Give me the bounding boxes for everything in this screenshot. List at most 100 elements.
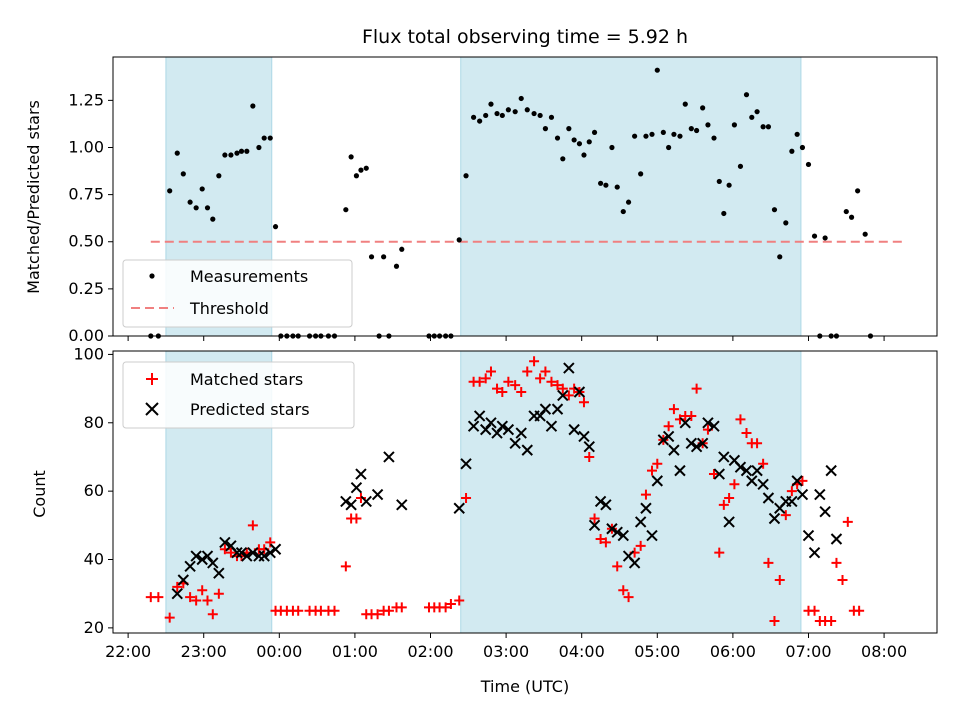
- matched-star-point: [600, 537, 611, 548]
- matched-star-point: [485, 366, 496, 377]
- measurement-point: [581, 152, 587, 158]
- predicted-star-point: [539, 403, 552, 415]
- measurement-point: [267, 135, 273, 141]
- predicted-star-point: [830, 533, 843, 545]
- measurement-point: [848, 214, 855, 220]
- predicted-star-point: [201, 550, 214, 562]
- predicted-star-point: [219, 536, 231, 549]
- y-tick-label: 0.75: [68, 185, 104, 204]
- measurement-point: [783, 220, 789, 226]
- predicted-star-point: [740, 464, 753, 477]
- matched-star-point: [708, 469, 719, 480]
- predicted-star-point: [485, 417, 497, 429]
- matched-star-point: [445, 598, 456, 609]
- x-tick-label: 03:00: [483, 642, 529, 661]
- predicted-star-point: [213, 567, 225, 579]
- y-tick-label: 60: [84, 481, 104, 500]
- matched-star-point: [535, 373, 546, 384]
- top-panel: 0.00 0.25 0.50 0.75 1.00 1.25 Matched/Predict…: [24, 56, 938, 345]
- measurement-point: [353, 173, 360, 179]
- measurement-point: [560, 156, 566, 162]
- matched-star-point: [831, 557, 842, 568]
- measurement-point: [363, 165, 369, 171]
- predicted-star-point: [264, 546, 276, 559]
- measurement-point: [216, 173, 222, 179]
- y-tick-label: 20: [84, 618, 104, 637]
- matched-star-point: [842, 516, 853, 527]
- predicted-star-point: [479, 423, 492, 436]
- matched-star-point: [529, 356, 540, 367]
- matched-star-point: [612, 561, 623, 572]
- legend-label-measurements: Measurements: [190, 267, 308, 286]
- matched-star-point: [480, 373, 491, 384]
- measurement-point: [789, 148, 795, 154]
- predicted-star-point: [171, 587, 183, 600]
- measurement-point: [368, 254, 375, 260]
- matched-star-point: [652, 458, 663, 469]
- matched-star-point: [510, 380, 521, 391]
- matched-star-point: [618, 585, 629, 596]
- matched-star-point: [265, 537, 276, 548]
- predicted-star-point: [196, 553, 208, 566]
- measurement-point: [649, 131, 655, 137]
- measurement-point: [660, 129, 666, 136]
- bottom-panel-shaded-intervals: [165, 350, 802, 634]
- matched-star-point: [837, 575, 848, 586]
- predicted-star-point: [819, 505, 831, 518]
- measurement-point: [488, 101, 494, 107]
- predicted-star-point: [184, 560, 196, 573]
- measurement-point: [244, 148, 250, 154]
- measurement-point: [256, 144, 262, 151]
- matched-star-point: [563, 390, 574, 401]
- top-panel-frame: [112, 56, 938, 337]
- measurement-point: [393, 263, 400, 269]
- predicted-star-point: [473, 410, 486, 422]
- legend-box: [122, 361, 355, 429]
- predicted-star-point: [617, 529, 629, 542]
- measurement-point: [654, 67, 660, 73]
- predicted-star-point: [757, 478, 769, 491]
- x-tick-label: 01:00: [332, 642, 378, 661]
- predicted-star-point: [640, 502, 652, 514]
- predicted-star-point: [491, 427, 503, 439]
- top-panel-ylabel: Matched/Predicted stars: [24, 100, 43, 294]
- predicted-star-point: [177, 574, 190, 586]
- measurement-point: [743, 92, 750, 98]
- matched-star-point: [589, 513, 600, 524]
- matched-star-point: [640, 489, 651, 500]
- matched-star-point: [540, 366, 551, 377]
- matched-star-point: [724, 492, 735, 503]
- predicted-star-point: [509, 437, 521, 449]
- x-tick-label: 23:00: [181, 642, 227, 661]
- matched-star-point: [741, 428, 752, 439]
- matched-star-point: [492, 383, 503, 394]
- legend-label-predicted: Predicted stars: [190, 400, 310, 419]
- matched-star-point: [191, 595, 202, 606]
- matched-star-point: [691, 383, 702, 394]
- predicted-star-point: [786, 495, 798, 508]
- x-tick-label: 04:00: [559, 642, 605, 661]
- measurement-point: [625, 199, 632, 205]
- predicted-star-point: [662, 430, 675, 443]
- legend-box: [122, 259, 353, 328]
- predicted-star-point: [241, 550, 253, 562]
- y-tick-label: 0.25: [68, 279, 104, 298]
- predicted-star-point: [340, 495, 352, 508]
- bottom-panel-frame: [112, 350, 938, 634]
- measurement-point: [542, 126, 549, 132]
- measurement-point: [737, 163, 744, 169]
- matched-star-point: [522, 366, 533, 377]
- measurement-point: [483, 112, 489, 119]
- measurement-point: [597, 180, 604, 186]
- y-tick-label: 100: [73, 344, 104, 363]
- matched-star-point: [729, 479, 740, 490]
- top-panel-shaded-intervals: [165, 56, 802, 337]
- shaded-interval-1: [460, 56, 802, 337]
- predicted-star-point: [235, 546, 248, 559]
- measurement-point: [614, 184, 620, 190]
- x-axis-label: Time (UTC): [480, 677, 569, 696]
- measurement-point: [456, 237, 462, 243]
- measurement-point: [554, 135, 561, 141]
- top-panel-axes: 0.00 0.25 0.50 0.75 1.00 1.25: [68, 90, 885, 345]
